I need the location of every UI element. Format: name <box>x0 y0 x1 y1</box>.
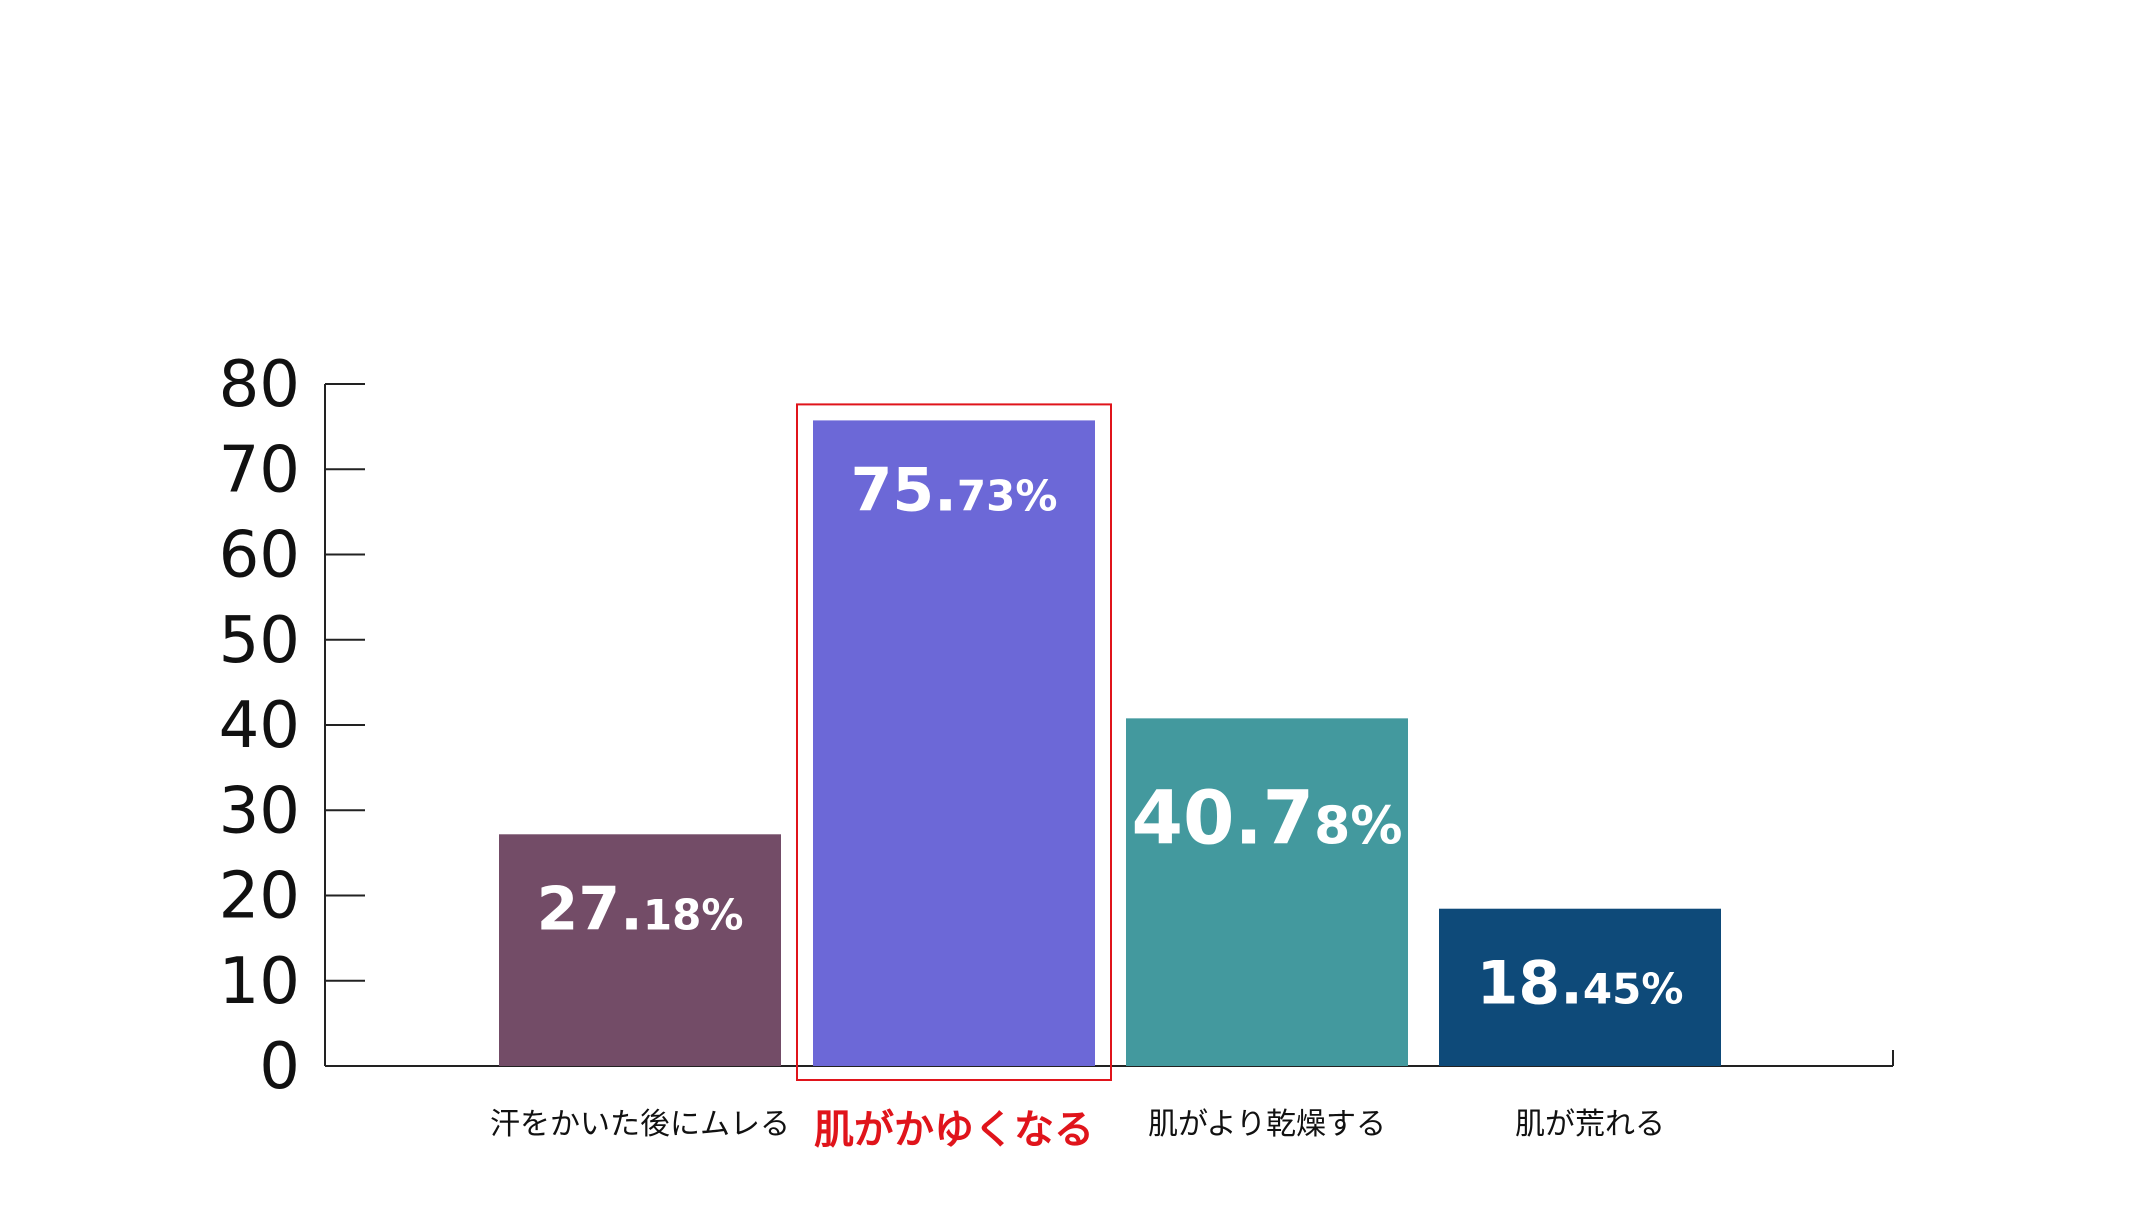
bar <box>1126 718 1408 1066</box>
data-label-main: 27. <box>537 874 643 944</box>
y-tick-label: 80 <box>219 348 300 422</box>
x-tick-label: 汗をかいた後にムレる <box>490 1107 790 1142</box>
highlight-box <box>796 403 1112 1082</box>
data-label: 75.73% <box>851 455 1058 525</box>
x-tick-label: 肌が荒れる <box>1515 1107 1665 1142</box>
labels: 27.18% 汗をかいた後にムレる 75.73% 肌がかゆくなる 40.78% 肌がより乾… <box>490 403 1684 1153</box>
data-label-small: 45% <box>1583 965 1684 1014</box>
y-tick-label: 10 <box>219 945 300 1019</box>
data-label-small: 8% <box>1314 796 1402 856</box>
bars <box>499 420 1721 1067</box>
bar <box>1439 908 1721 1066</box>
data-label: 18.45% <box>1477 949 1684 1019</box>
y-tick-label: 60 <box>219 519 300 593</box>
bar <box>813 420 1095 1067</box>
y-tick-label: 30 <box>219 774 300 848</box>
y-tick-label: 50 <box>219 604 300 678</box>
data-label-main: 18. <box>1477 949 1583 1019</box>
y-tick-label: 40 <box>219 689 300 763</box>
data-label-small: 73% <box>957 471 1058 520</box>
data-label: 27.18% <box>537 874 744 944</box>
y-tick-label: 0 <box>259 1030 300 1104</box>
data-label-main: 75. <box>851 455 957 525</box>
axes: 0 10 20 30 40 50 60 70 80 <box>219 348 1894 1104</box>
data-label-main: 40.7 <box>1132 775 1315 861</box>
data-label: 40.78% <box>1132 775 1403 861</box>
y-tick-label: 70 <box>219 433 300 507</box>
bar <box>499 834 781 1066</box>
data-label-small: 18% <box>643 890 744 939</box>
x-tick-label: 肌がかゆくなる <box>814 1107 1094 1153</box>
x-tick-label: 肌がより乾燥する <box>1148 1107 1386 1142</box>
y-tick-label: 20 <box>219 860 300 934</box>
